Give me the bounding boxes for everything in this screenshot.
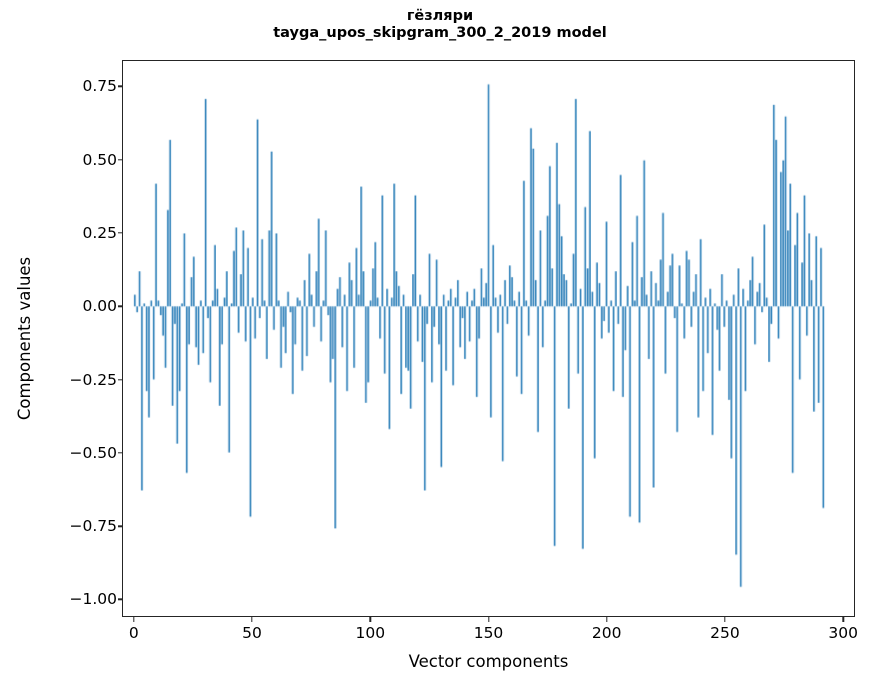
- x-tick-mark: [842, 617, 844, 622]
- y-tick-label: 0.75: [82, 77, 117, 96]
- x-tick-label: 100: [355, 624, 386, 642]
- x-tick-mark: [487, 617, 490, 622]
- bar-series-canvas: [123, 61, 854, 616]
- x-tick-label: 150: [473, 624, 504, 642]
- y-axis-label: Components values: [15, 256, 34, 421]
- y-tick-label: 0.50: [82, 150, 117, 169]
- y-tick-label: −0.75: [69, 517, 118, 536]
- y-tick-label: 0.00: [82, 297, 117, 316]
- y-tick-mark: [118, 378, 123, 381]
- y-tick-mark: [118, 158, 123, 161]
- x-tick-label: 300: [828, 624, 858, 642]
- y-tick-mark: [118, 525, 123, 527]
- chart-title-line-1: гёзляри: [406, 8, 474, 24]
- y-tick-label: 0.25: [82, 223, 117, 242]
- x-tick-mark: [133, 617, 135, 622]
- x-tick-label: 250: [710, 624, 740, 642]
- y-tick-mark: [118, 598, 123, 601]
- y-tick-label: −0.25: [69, 370, 118, 389]
- x-tick-mark: [724, 617, 726, 622]
- x-tick-mark: [251, 617, 253, 622]
- x-tick-label: 0: [128, 624, 139, 642]
- x-tick-label: 200: [591, 624, 622, 642]
- plot-axes: [122, 60, 855, 617]
- y-tick-label: −0.50: [69, 443, 118, 462]
- x-tick-mark: [606, 617, 608, 622]
- y-tick-mark: [118, 232, 123, 234]
- y-tick-mark: [118, 305, 123, 307]
- y-tick-mark: [118, 85, 123, 88]
- x-axis-label: Vector components: [408, 652, 569, 671]
- chart-title-line-2: tayga_upos_skipgram_300_2_2019 model: [273, 25, 607, 42]
- y-tick-label: −1.00: [69, 590, 118, 609]
- x-tick-mark: [369, 617, 371, 622]
- x-tick-label: 50: [242, 624, 262, 642]
- y-tick-mark: [118, 452, 123, 454]
- chart-title: гёзляри tayga_upos_skipgram_300_2_2019 m…: [0, 8, 880, 42]
